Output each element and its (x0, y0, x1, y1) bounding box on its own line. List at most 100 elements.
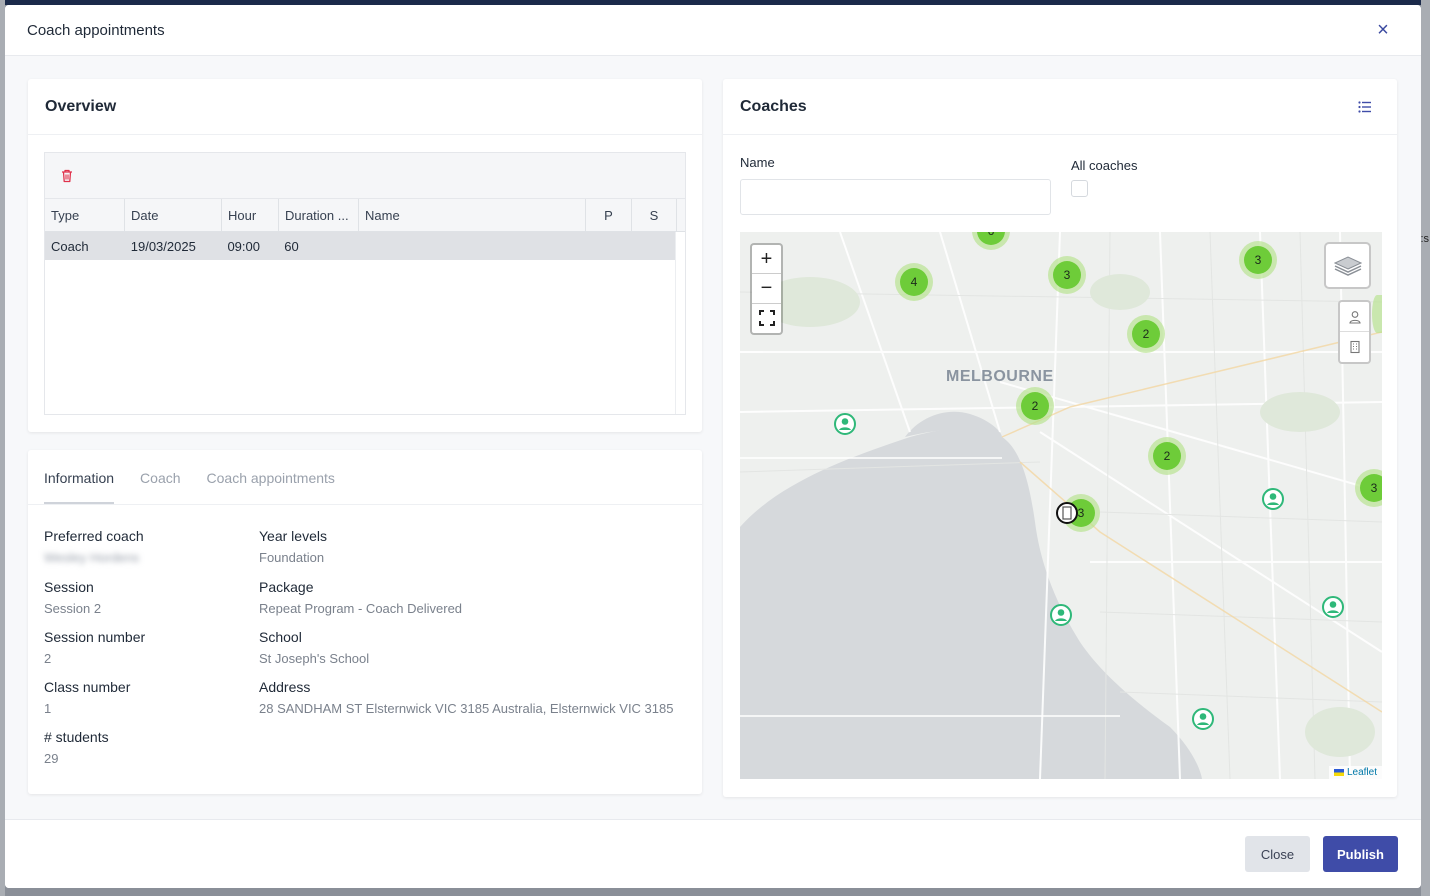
modal-title: Coach appointments (27, 21, 165, 39)
field-preferred-coach: Preferred coach Wesley Hordens (44, 528, 484, 565)
zoom-out-button[interactable]: − (752, 274, 781, 304)
field-session: Session Session 2 (44, 579, 484, 616)
tab-information[interactable]: Information (44, 450, 115, 504)
coach-marker-icon[interactable] (1191, 707, 1215, 731)
field-school: School St Joseph's School (259, 629, 699, 666)
information-card: Information Coach Coach appointments Pre… (28, 450, 702, 794)
ukraine-flag-icon (1333, 769, 1344, 776)
cell-s (630, 232, 675, 260)
list-view-icon[interactable] (1357, 99, 1373, 115)
leaflet-link[interactable]: Leaflet (1346, 767, 1377, 778)
cell-hour: 09:00 (227, 238, 260, 254)
cell-duration: 60 (284, 238, 299, 254)
grid-toolbar (45, 153, 685, 199)
field-value: 1 (44, 701, 52, 716)
coaches-card: Coaches Name All coaches (723, 79, 1397, 797)
cell-date: 19/03/2025 (130, 238, 196, 254)
info-tabs: Information Coach Coach appointments (28, 450, 702, 505)
school-marker-icon[interactable] (1055, 501, 1079, 525)
name-label: Name (740, 155, 775, 170)
layers-button[interactable] (1324, 242, 1371, 289)
cluster-count: 2 (1132, 320, 1160, 348)
column-hour[interactable]: Hour (222, 199, 279, 231)
field-value: Session 2 (44, 601, 102, 616)
column-type[interactable]: Type (45, 199, 125, 231)
tab-coach-appointments[interactable]: Coach appointments (206, 470, 335, 486)
show-schools-button[interactable] (1340, 332, 1369, 362)
zoom-in-button[interactable]: + (752, 245, 781, 275)
column-s[interactable]: S (632, 199, 677, 231)
coach-marker-icon[interactable] (1321, 595, 1345, 619)
field-session-number: Session number 2 (44, 629, 484, 666)
column-p[interactable]: P (586, 199, 632, 231)
person-icon (1348, 310, 1361, 324)
city-label: MELBOURNE (946, 368, 1054, 385)
coach-marker-icon[interactable] (833, 412, 857, 436)
background-glyph: :s (1420, 233, 1429, 245)
table-row[interactable]: Coach 19/03/2025 09:00 60 (45, 232, 675, 260)
coach-marker-icon[interactable] (1261, 487, 1285, 511)
cluster-marker[interactable]: 2 (1016, 387, 1054, 425)
cluster-marker[interactable]: 3 (1355, 469, 1382, 507)
cell-p (584, 232, 630, 260)
fullscreen-icon (758, 310, 775, 327)
cluster-count: 3 (1244, 246, 1272, 274)
tab-coach[interactable]: Coach (140, 470, 181, 486)
cluster-count: 2 (1153, 442, 1181, 470)
field-label: Preferred coach (44, 528, 144, 544)
field-value: St Joseph's School (259, 651, 370, 666)
all-coaches-label: All coaches (1071, 158, 1138, 173)
cluster-marker[interactable]: 3 (1048, 256, 1086, 294)
coach-appointments-modal: Coach appointments × Overview Type Date … (5, 5, 1421, 888)
zoom-control: + − (750, 243, 783, 335)
name-input[interactable] (740, 179, 1051, 215)
layers-icon (1333, 255, 1362, 276)
field-value: Wesley Hordens (44, 550, 140, 565)
overview-title: Overview (45, 97, 117, 115)
show-coaches-button[interactable] (1340, 302, 1369, 332)
coach-marker-icon[interactable] (1049, 603, 1073, 627)
field-label: Session number (44, 629, 146, 645)
field-package: Package Repeat Program - Coach Delivered (259, 579, 699, 616)
cluster-marker[interactable]: 4 (895, 263, 933, 301)
modal-header: Coach appointments × (5, 5, 1421, 56)
grid-header-row: Type Date Hour Duration ... Name P S (45, 199, 685, 232)
field-class-number: Class number 1 (44, 679, 484, 716)
coaches-title: Coaches (740, 97, 807, 115)
field-label: Class number (44, 679, 131, 695)
modal-footer: Close Publish (5, 819, 1421, 888)
cluster-count: 3 (1053, 261, 1081, 289)
delete-icon[interactable] (59, 168, 75, 184)
marker-filter-control (1338, 300, 1371, 364)
field-year-levels: Year levels Foundation (259, 528, 699, 565)
close-icon[interactable]: × (1377, 18, 1389, 41)
column-name[interactable]: Name (359, 199, 586, 231)
cluster-marker-partial[interactable] (1372, 295, 1382, 333)
fullscreen-button[interactable] (752, 304, 781, 333)
cluster-count: 2 (1021, 392, 1049, 420)
cluster-marker[interactable]: 2 (1127, 315, 1165, 353)
field-students: # students 29 (44, 729, 484, 766)
map-attribution: Leaflet (1328, 766, 1382, 779)
column-date[interactable]: Date (125, 199, 222, 231)
field-value: 28 SANDHAM ST Elsternwick VIC 3185 Austr… (259, 701, 674, 716)
overview-card: Overview Type Date Hour Duration ... Nam… (28, 79, 702, 432)
cell-type: Coach (51, 238, 89, 254)
cluster-marker[interactable]: 3 (1239, 241, 1277, 279)
grid-scrollbar[interactable] (675, 232, 685, 414)
publish-button[interactable]: Publish (1323, 836, 1398, 872)
column-duration[interactable]: Duration ... (279, 199, 359, 231)
cluster-count: 6 (977, 232, 1005, 245)
field-label: School (259, 629, 302, 645)
cluster-marker[interactable]: 2 (1148, 437, 1186, 475)
appointments-grid: Type Date Hour Duration ... Name P S Coa… (44, 152, 686, 415)
all-coaches-checkbox[interactable] (1071, 180, 1088, 197)
cluster-marker[interactable]: 6 (972, 232, 1010, 250)
field-value: Repeat Program - Coach Delivered (259, 601, 463, 616)
field-label: Session (44, 579, 94, 595)
field-label: # students (44, 729, 109, 745)
close-button[interactable]: Close (1245, 836, 1310, 872)
cell-name (358, 232, 584, 260)
coaches-map[interactable]: MELBOURNE 6 3 3 4 2 2 2 3 3 (740, 232, 1382, 779)
field-value: 2 (44, 651, 52, 666)
